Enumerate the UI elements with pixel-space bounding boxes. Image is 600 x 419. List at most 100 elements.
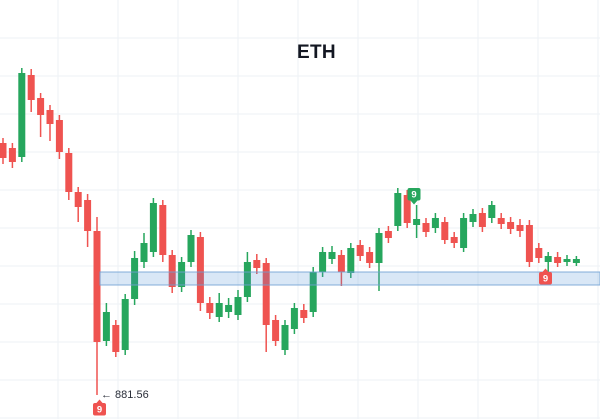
candle-up (563, 255, 571, 266)
candle-body (140, 243, 148, 262)
candle-body (535, 248, 543, 258)
candle-up (187, 230, 195, 267)
count-badge-down: 9 (93, 399, 106, 416)
candle-body (253, 260, 261, 268)
candle-down (0, 138, 7, 164)
candle-body (196, 237, 204, 303)
candle-down (272, 315, 280, 346)
candle-body (413, 219, 421, 225)
candle-body (469, 214, 477, 222)
candle-body (431, 218, 439, 228)
support-zone-rectangle[interactable] (99, 271, 600, 286)
candle-body (309, 272, 317, 312)
candle-down (450, 232, 458, 248)
candle-body (544, 256, 552, 262)
candles-series (0, 68, 580, 395)
candle-down (159, 200, 167, 262)
candle-body (319, 252, 327, 272)
candle-up (469, 209, 477, 227)
candle-body (18, 73, 26, 157)
candle-up (375, 228, 383, 291)
candle-up (140, 233, 148, 268)
low-price-annotation: ← 881.56 (101, 389, 149, 401)
candle-body (366, 252, 374, 263)
badge-box (539, 272, 552, 285)
candle-up (309, 267, 317, 317)
badge-pointer-down (410, 200, 418, 205)
candle-down (554, 252, 562, 267)
badge-box (93, 403, 106, 416)
candle-body (554, 257, 562, 263)
candle-down (65, 148, 73, 200)
candle-down (8, 143, 16, 168)
candle-down (507, 217, 515, 234)
candle-down (478, 208, 486, 232)
candle-up (243, 252, 251, 302)
symbol-title: ETH (297, 42, 336, 63)
candle-down (84, 194, 92, 247)
candle-body (375, 233, 383, 263)
badge-count-text: 9 (543, 274, 548, 285)
candle-body (8, 148, 16, 162)
candle-down (253, 254, 261, 274)
candle-up (131, 251, 139, 305)
candle-down (206, 297, 214, 319)
candle-body (478, 213, 486, 227)
candle-body (394, 193, 402, 226)
candle-down (112, 320, 120, 357)
candle-body (572, 259, 580, 263)
badge-pointer-up (542, 268, 549, 273)
candle-up (347, 243, 355, 278)
candle-body (168, 255, 176, 287)
candle-body (516, 225, 524, 231)
candle-body (441, 222, 449, 240)
candle-up (413, 205, 421, 238)
candle-body (328, 252, 336, 259)
count-badge-down: 9 (539, 268, 552, 285)
candle-body (84, 200, 92, 231)
candle-up (149, 198, 157, 257)
candle-body (281, 325, 289, 350)
candle-up (225, 298, 233, 318)
candle-body (131, 258, 139, 299)
candle-down (37, 93, 45, 137)
candle-down (262, 258, 270, 352)
candle-down (441, 217, 449, 244)
candle-up (319, 247, 327, 277)
candle-body (337, 255, 345, 272)
candle-down (525, 220, 533, 267)
candle-body (403, 195, 411, 223)
badge-count-text: 9 (411, 190, 416, 201)
candle-up (234, 290, 242, 320)
candle-body (563, 259, 571, 262)
candle-down (356, 240, 364, 261)
candle-down (516, 219, 524, 237)
candle-down (497, 213, 505, 229)
candle-down (384, 226, 392, 243)
candle-body (46, 110, 54, 124)
candle-down (366, 247, 374, 268)
candle-body (243, 262, 251, 297)
candle-up (121, 294, 129, 355)
candle-up (290, 303, 298, 334)
candle-down (535, 243, 543, 263)
candle-body (27, 75, 35, 100)
candle-body (65, 153, 73, 192)
candle-body (384, 231, 392, 238)
candle-body (262, 263, 270, 325)
candle-down (46, 105, 54, 141)
badge-pointer-up (96, 399, 103, 404)
candle-up (102, 303, 110, 346)
candle-body (206, 303, 214, 313)
candle-up (18, 68, 26, 162)
count-badge-up: 9 (407, 188, 421, 205)
candle-up (488, 201, 496, 223)
candle-down (403, 190, 411, 228)
candle-body (74, 192, 82, 207)
candle-down (422, 218, 430, 237)
candle-body (37, 98, 45, 115)
candle-body (159, 205, 167, 255)
